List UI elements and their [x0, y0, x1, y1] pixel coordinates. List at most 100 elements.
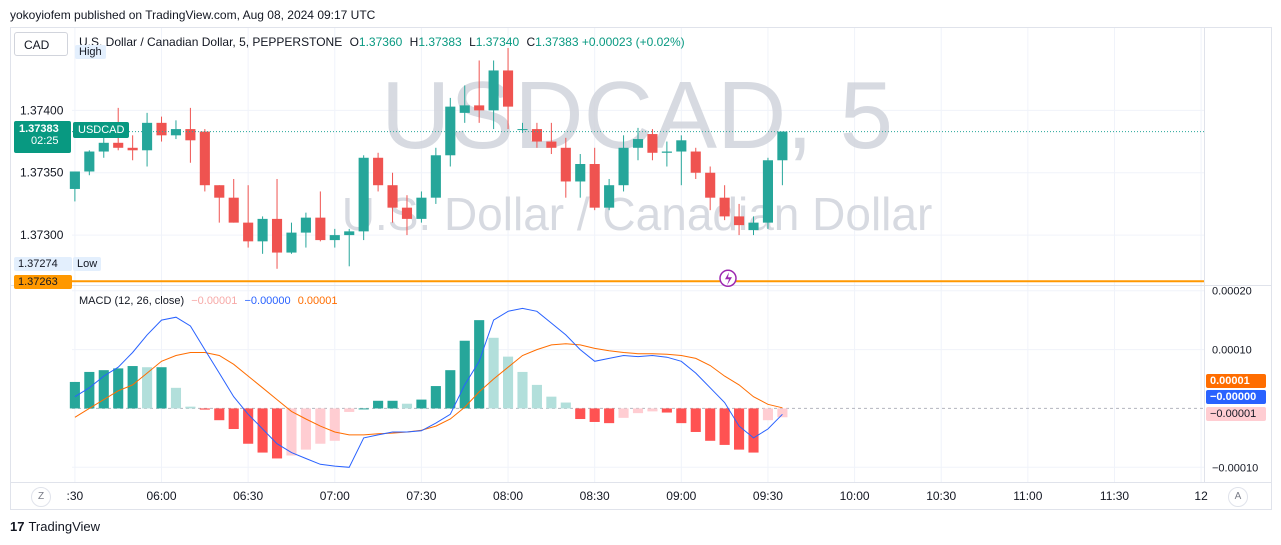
candle-body	[329, 235, 340, 241]
macd-hist-bar	[271, 408, 283, 459]
legend-high: 1.37383	[418, 35, 462, 49]
low-label: Low	[73, 257, 102, 271]
macd-hist-bar	[690, 408, 701, 432]
chart-frame	[10, 27, 1272, 510]
macd-hist-bar	[719, 408, 730, 445]
macd-hist-bar	[589, 408, 600, 422]
x-tick-label: 10:00	[840, 489, 870, 503]
tradingview-logo-icon: 17	[10, 519, 25, 534]
candle-body	[690, 151, 701, 173]
tradingview-brand: 17 TradingView	[10, 519, 100, 534]
currency-selector[interactable]: CAD	[14, 32, 68, 56]
macd-y-tick-label: −0.00010	[1212, 462, 1258, 474]
macd-hist-bar	[459, 340, 470, 409]
candle-body	[488, 70, 499, 111]
candle-body	[445, 106, 456, 156]
candle-body	[777, 131, 788, 161]
candle-body	[300, 217, 311, 233]
macd-hist-bar	[199, 408, 210, 410]
macd-hist-bar	[69, 381, 80, 409]
last-price-tag: 1.37383 02:25	[14, 121, 71, 153]
x-tick-label: 11:00	[1013, 489, 1042, 503]
candle-body	[84, 151, 95, 172]
x-tick-label: :30	[67, 489, 84, 503]
macd-hist-bar	[445, 370, 456, 409]
candle-body	[113, 142, 124, 148]
macd-hist-bar	[373, 400, 384, 409]
macd-hist-bar	[358, 408, 369, 410]
x-tick-label: 07:30	[406, 489, 436, 503]
macd-hist-bar	[214, 408, 225, 421]
candle-body	[604, 185, 615, 208]
macd-hist-bar	[142, 367, 153, 409]
macd-hist-bar	[502, 356, 514, 409]
macd-hist-bar	[604, 408, 615, 424]
macd-hist-bar	[113, 368, 124, 409]
candle-body	[156, 122, 167, 136]
macd-signal-value: 0.00001	[297, 295, 338, 307]
candle-body	[531, 129, 542, 142]
candle-body	[661, 151, 672, 153]
macd-hist-bar	[546, 396, 557, 409]
macd-signal-line	[74, 343, 783, 436]
macd-hist-bar	[286, 408, 297, 456]
candle-body	[271, 218, 283, 253]
macd-hist-bar	[127, 366, 138, 409]
candle-body	[257, 218, 268, 242]
candle-body	[243, 222, 254, 242]
macd-signal-tag: 0.00001	[1206, 374, 1266, 388]
macd-hist-bar	[430, 386, 441, 409]
macd-y-tick-label: 0.00020	[1212, 286, 1252, 298]
candle-body	[719, 197, 730, 217]
candle-body	[127, 147, 138, 151]
watermark-symbol: USDCAD, 5	[381, 62, 893, 169]
auto-scale-button[interactable]: A	[1228, 487, 1248, 507]
candle-body	[185, 129, 196, 141]
macd-hist-bar	[748, 408, 759, 453]
macd-hist-bar	[488, 337, 499, 409]
x-tick-label: 10:30	[926, 489, 956, 503]
candle-body	[387, 185, 398, 208]
y-tick-label: 1.37300	[20, 228, 64, 242]
x-tick-label: 06:00	[147, 489, 177, 503]
low-price-tag: 1.37274	[14, 257, 72, 271]
macd-hist-bar	[647, 408, 658, 412]
legend-high-label: H	[409, 35, 419, 49]
macd-hist-bar	[777, 408, 788, 418]
macd-hist-tag: −0.00001	[1206, 407, 1266, 421]
candle-body	[647, 134, 658, 153]
candle-body	[546, 141, 557, 148]
candle-body	[142, 122, 153, 151]
symbol-legend: U.S. Dollar / Canadian Dollar, 5, PEPPER…	[79, 35, 685, 49]
x-tick-label: 11:30	[1100, 489, 1129, 503]
candle-body	[589, 164, 600, 208]
macd-line-value: −0.00000	[244, 295, 291, 307]
zoom-button[interactable]: Z	[31, 487, 51, 507]
macd-hist-bar	[329, 408, 340, 441]
macd-hist-bar	[517, 371, 528, 409]
candle-body	[474, 105, 485, 111]
publish-info: yokoyiofem published on TradingView.com,…	[10, 8, 376, 22]
macd-y-tick-label: 0.00010	[1212, 345, 1252, 357]
candle-body	[170, 129, 182, 136]
candle-body	[762, 160, 774, 223]
legend-close: 1.37383	[535, 35, 579, 49]
macd-hist-bar	[170, 387, 182, 409]
candle-body	[748, 222, 759, 231]
macd-legend: MACD (12, 26, close) −0.00001 −0.00000 0…	[79, 295, 337, 307]
alert-price-tag: 1.37263	[14, 275, 72, 289]
candle-body	[560, 147, 571, 182]
macd-line-tag: −0.00000	[1206, 390, 1266, 404]
candle-body	[401, 207, 413, 219]
macd-hist-bar	[632, 408, 644, 414]
candle-body	[575, 164, 586, 182]
x-tick-label: 07:00	[320, 489, 350, 503]
macd-hist-bar	[676, 408, 687, 424]
candle-body	[69, 171, 80, 189]
macd-hist-bar	[705, 408, 716, 441]
x-tick-label: 09:00	[666, 489, 696, 503]
legend-change: +0.00023 (+0.02%)	[581, 35, 685, 49]
legend-low: 1.37340	[475, 35, 520, 49]
candle-body	[344, 231, 355, 236]
